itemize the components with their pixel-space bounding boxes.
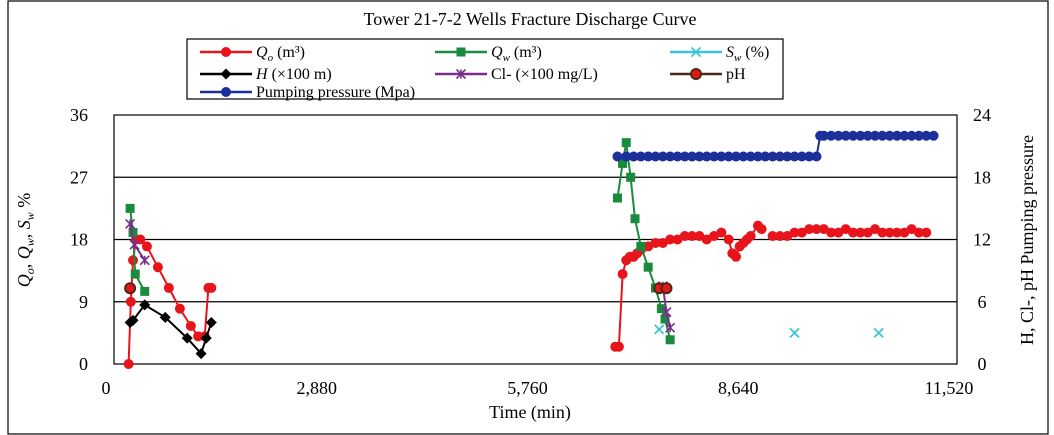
legend-label-suffix: - (×100 mg/L)	[506, 66, 598, 83]
data-point	[207, 283, 216, 292]
data-point	[125, 283, 135, 293]
y-tick-label-right: 0	[978, 354, 987, 374]
data-point	[717, 228, 726, 237]
data-point	[746, 232, 755, 241]
legend-label-suffix: (%)	[741, 44, 769, 61]
y-tick-label-right: 12	[973, 230, 991, 250]
y-tick-label-right: 6	[978, 292, 987, 312]
data-point	[812, 152, 821, 161]
data-point	[175, 304, 184, 313]
data-point	[164, 283, 173, 292]
data-point	[153, 263, 162, 272]
y-tick-label-right: 24	[973, 105, 991, 125]
y-label-q: Q	[14, 274, 34, 287]
x-tick-label: 0	[102, 378, 111, 398]
data-point	[622, 138, 631, 147]
y-tick-label-left: 9	[79, 292, 88, 312]
data-point	[636, 242, 645, 251]
data-point	[626, 173, 635, 182]
legend-label-main: pH	[726, 66, 746, 83]
legend-label-main: Cl	[491, 66, 507, 83]
plot-area	[114, 115, 957, 369]
data-point	[757, 225, 766, 234]
data-point	[186, 321, 195, 330]
data-point	[922, 228, 931, 237]
y-label-s: S	[14, 220, 34, 229]
y-label-s-sub: w	[23, 212, 37, 220]
x-tick-label: 8,640	[718, 378, 759, 398]
legend-label-suffix: (×100 m)	[268, 66, 332, 83]
y-tick-label-right: 18	[973, 167, 991, 187]
legend-label-suffix: (m³)	[273, 44, 305, 61]
legend-label: H (×100 m)	[255, 66, 332, 83]
data-point	[613, 194, 622, 203]
data-point	[126, 297, 135, 306]
data-point	[929, 131, 938, 140]
x-tick-label: 2,880	[297, 378, 338, 398]
legend-label: Cl- (×100 mg/L)	[491, 66, 598, 83]
data-point	[142, 242, 151, 251]
legend-label-main: Pumping pressure (Mpa)	[256, 84, 415, 101]
data-point	[140, 287, 149, 296]
data-point	[691, 69, 701, 79]
chart-title: Tower 21-7-2 Wells Fracture Discharge Cu…	[363, 9, 696, 29]
y-tick-label-left: 36	[70, 105, 88, 125]
data-point	[457, 48, 466, 57]
legend-label-suffix: (m³)	[510, 44, 542, 61]
data-point	[618, 270, 627, 279]
y-label-sep1: ,	[14, 259, 34, 268]
legend-label: pH	[726, 66, 746, 83]
data-point	[666, 335, 675, 344]
y-label-sep2: ,	[14, 229, 34, 238]
y-tick-label-left: 18	[70, 230, 88, 250]
data-point	[129, 256, 138, 265]
legend-label-main: Q	[491, 44, 503, 61]
data-point	[124, 360, 133, 369]
x-tick-label: 11,520	[925, 378, 974, 398]
legend-label: Pumping pressure (Mpa)	[256, 84, 415, 101]
data-point	[644, 263, 653, 272]
legend-label-main: Q	[256, 44, 268, 61]
data-point	[613, 152, 622, 161]
data-point	[661, 283, 671, 293]
data-point	[614, 342, 623, 351]
data-point	[657, 304, 666, 313]
data-point	[131, 270, 140, 279]
data-point	[222, 48, 231, 57]
data-point	[126, 204, 135, 213]
y-label-q2: Q	[14, 246, 34, 259]
y-label-pct: %	[14, 193, 34, 213]
y-tick-label-left: 0	[79, 354, 88, 374]
y-tick-label-left: 27	[70, 167, 88, 187]
data-point	[732, 252, 741, 261]
data-point	[631, 214, 640, 223]
legend-label-main: S	[726, 44, 734, 61]
data-point	[724, 235, 733, 244]
y-label-q-sub2: w	[23, 238, 37, 246]
x-tick-label: 5,760	[507, 378, 548, 398]
y-axis-label-right: H, Cl-, pH Pumping pressure	[1017, 135, 1037, 345]
x-axis-label: Time (min)	[489, 402, 571, 423]
data-point	[222, 88, 231, 97]
